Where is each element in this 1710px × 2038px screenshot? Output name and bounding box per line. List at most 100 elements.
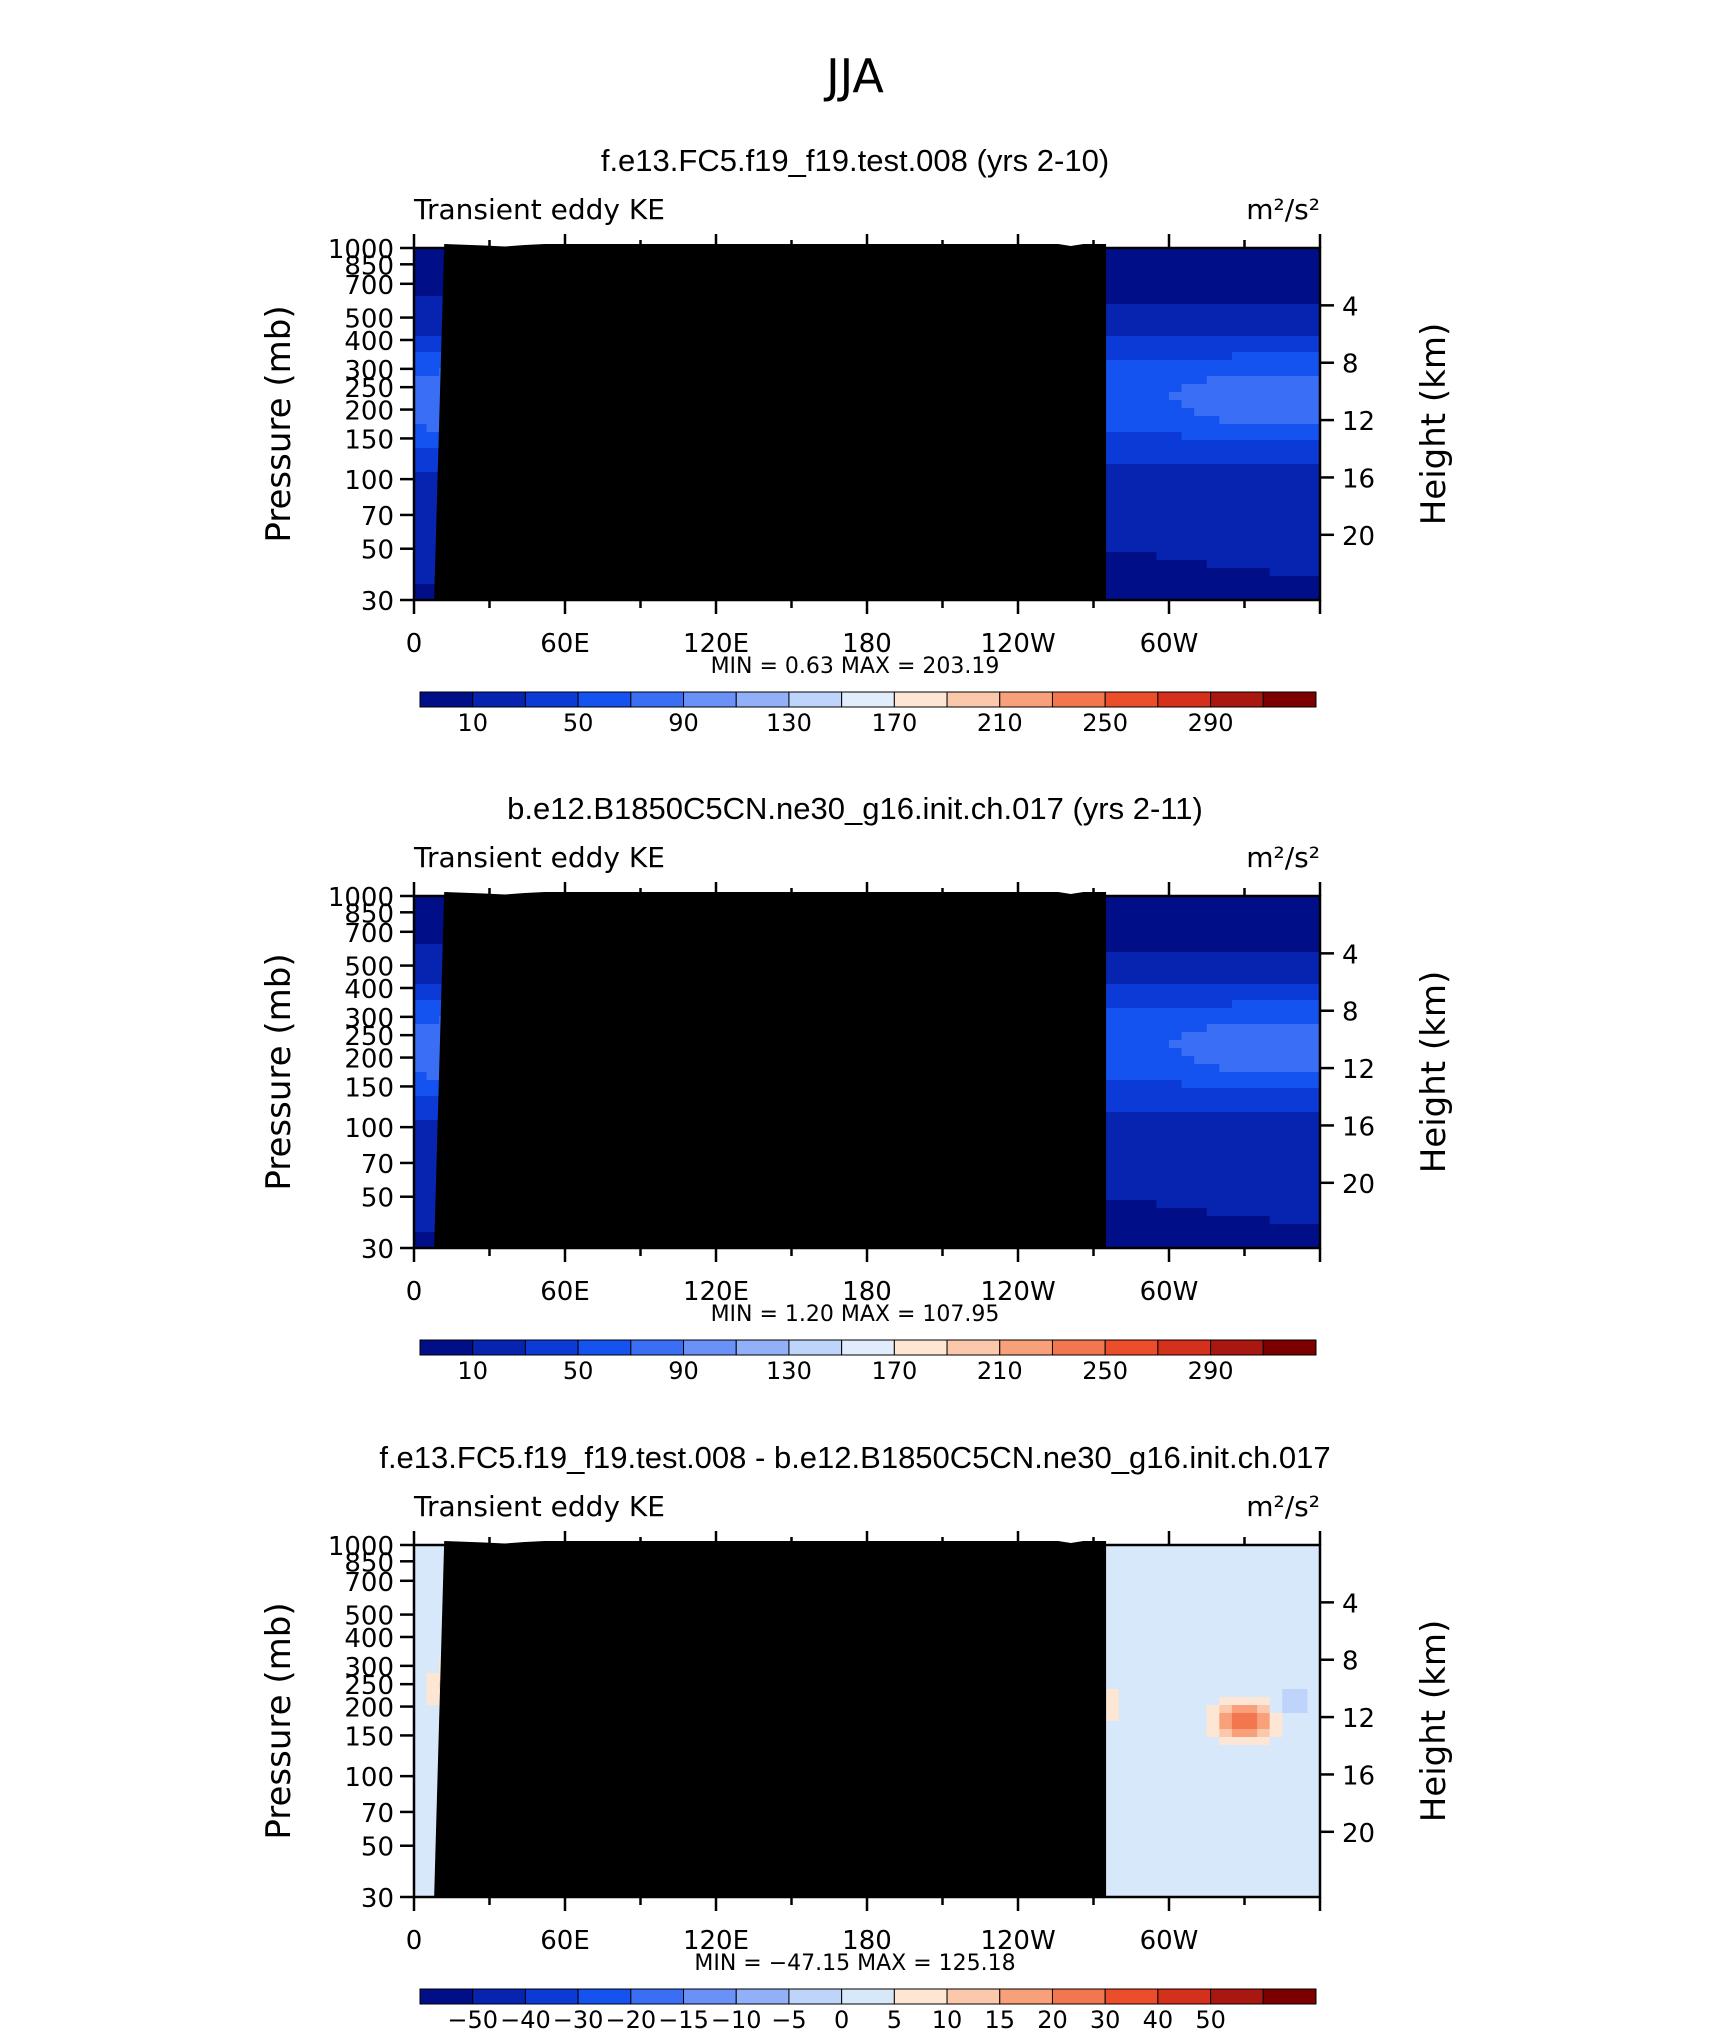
contour-cell — [426, 312, 440, 321]
contour-cell — [1156, 576, 1170, 585]
contour-cell — [1118, 256, 1132, 265]
contour-cell — [1156, 336, 1170, 345]
contour-cell — [1156, 1024, 1170, 1033]
contour-cell — [1294, 936, 1309, 945]
contour-cell — [1307, 992, 1321, 1001]
contour-cell — [1131, 1064, 1145, 1073]
contour-cell — [1143, 536, 1158, 545]
contour-cell — [1106, 1064, 1120, 1073]
contour-cell — [1282, 1000, 1296, 1009]
contour-cell — [1143, 1008, 1158, 1017]
contour-cell — [1282, 424, 1296, 433]
contour-cell — [1194, 288, 1208, 297]
contour-cell — [1181, 960, 1195, 969]
contour-cell — [1194, 568, 1208, 577]
contour-cell — [1169, 920, 1183, 929]
contour-cell — [1206, 472, 1220, 481]
contour-cell — [1282, 1024, 1296, 1033]
contour-cell — [1294, 320, 1309, 329]
pressure-tick-label: 200 — [344, 397, 394, 427]
contour-cell — [1269, 592, 1283, 601]
contour-cell — [1194, 488, 1208, 497]
contour-cell — [1106, 360, 1120, 369]
contour-cell — [1244, 376, 1258, 385]
contour-cell — [1294, 304, 1309, 313]
contour-cell — [1282, 440, 1296, 449]
contour-cell — [1143, 400, 1158, 409]
contour-cell — [1143, 408, 1158, 417]
contour-cell — [1106, 456, 1120, 465]
contour-cell — [1231, 464, 1246, 473]
contour-cell — [1194, 392, 1208, 401]
contour-cell — [414, 896, 428, 905]
contour-cell — [1219, 936, 1233, 945]
pressure-tick-label: 50 — [361, 536, 394, 566]
contour-cell — [414, 584, 428, 593]
contour-cell — [1194, 1080, 1208, 1089]
contour-cell — [1307, 512, 1321, 521]
contour-cell — [1206, 1008, 1220, 1017]
colorbar-swatch — [1051, 691, 1106, 708]
contour-cell — [1294, 1048, 1309, 1057]
contour-cell — [1206, 1072, 1220, 1081]
contour-cell — [1231, 520, 1246, 529]
contour-cell — [1131, 304, 1145, 313]
contour-cell — [1156, 480, 1170, 489]
contour-cell — [1131, 920, 1145, 929]
contour-cell — [1257, 1024, 1271, 1033]
contour-cell — [1294, 952, 1309, 961]
contour-cell — [1194, 272, 1208, 281]
contour-cell — [1206, 576, 1220, 585]
contour-cell — [1194, 408, 1208, 417]
contour-cell — [1257, 528, 1271, 537]
contour-cell — [1206, 344, 1220, 353]
contour-cell — [1269, 512, 1283, 521]
contour-cell — [426, 1064, 440, 1073]
contour-cell — [1307, 280, 1321, 289]
contour-cell — [426, 360, 440, 369]
contour-cell — [1106, 1072, 1120, 1081]
contour-cell — [1294, 920, 1309, 929]
contour-cell — [1206, 456, 1220, 465]
left-label: Transient eddy KE — [413, 841, 665, 874]
contour-cell — [426, 1040, 440, 1049]
contour-cell — [1282, 992, 1296, 1001]
contour-cell — [1219, 952, 1233, 961]
contour-cell — [1194, 1056, 1208, 1065]
contour-cell — [1257, 992, 1271, 1001]
contour-cell — [1118, 496, 1132, 505]
contour-cell — [1118, 976, 1132, 985]
contour-cell — [1118, 912, 1132, 921]
contour-cell — [426, 1000, 440, 1009]
contour-cell — [1106, 280, 1120, 289]
contour-cell — [1282, 264, 1296, 273]
contour-cell — [1106, 936, 1120, 945]
contour-cell — [1282, 928, 1296, 937]
contour-cell — [1106, 1080, 1120, 1089]
contour-cell — [1143, 504, 1158, 513]
contour-cell — [1294, 976, 1309, 985]
contour-cell — [1219, 1024, 1233, 1033]
contour-cell — [1257, 392, 1271, 401]
contour-cell — [1282, 488, 1296, 497]
contour-cell — [1307, 984, 1321, 993]
contour-cell — [1131, 1040, 1145, 1049]
contour-cell — [426, 1048, 440, 1057]
contour-cell — [1206, 264, 1220, 273]
contour-cell — [1143, 960, 1158, 969]
pressure-tick-label: 400 — [344, 327, 394, 357]
contour-cell — [1169, 552, 1183, 561]
contour-cell — [1257, 984, 1271, 993]
contour-cell — [1307, 968, 1321, 977]
contour-cell — [1131, 336, 1145, 345]
contour-cell — [1231, 952, 1246, 961]
contour-cell — [1169, 528, 1183, 537]
contour-cell — [1219, 264, 1233, 273]
pressure-tick-label: 700 — [344, 271, 394, 301]
contour-cell — [414, 472, 428, 481]
contour-cell — [1294, 928, 1309, 937]
contour-cell — [1269, 368, 1283, 377]
contour-cell — [1131, 904, 1145, 913]
contour-cell — [1143, 1032, 1158, 1041]
